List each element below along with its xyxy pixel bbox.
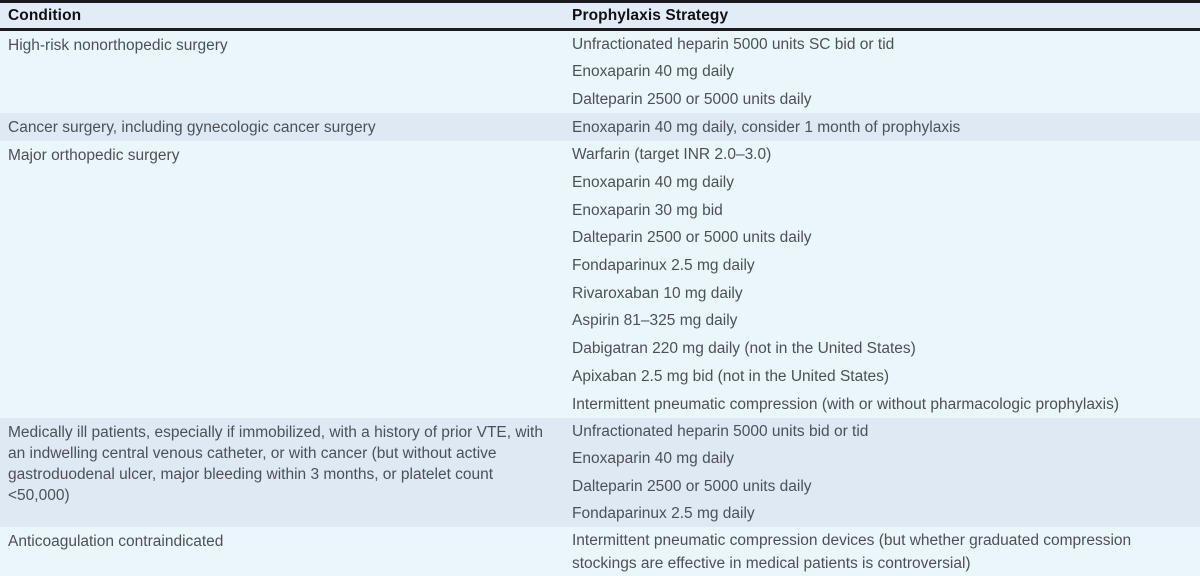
- table-row: Anticoagulation contraindicated Intermit…: [0, 527, 1200, 576]
- condition-cell: Cancer surgery, including gynecologic ca…: [8, 119, 376, 136]
- strategy-item: Dalteparin 2500 or 5000 units daily: [572, 90, 812, 108]
- table-row: Major orthopedic surgery Warfarin (targe…: [0, 141, 1200, 418]
- strategy-item: Rivaroxaban 10 mg daily: [572, 284, 743, 302]
- strategy-cell: Warfarin (target INR 2.0–3.0) Enoxaparin…: [564, 141, 1200, 418]
- condition-cell: High-risk nonorthopedic surgery: [8, 37, 228, 54]
- condition-cell: Major orthopedic surgery: [8, 147, 180, 164]
- strategy-item: Dabigatran 220 mg daily (not in the Unit…: [572, 340, 916, 358]
- strategy-item: Apixaban 2.5 mg bid (not in the United S…: [572, 367, 890, 385]
- strategy-item: Fondaparinux 2.5 mg daily: [572, 504, 755, 522]
- strategy-cell: Unfractionated heparin 5000 units bid or…: [564, 418, 1200, 527]
- strategy-item: Unfractionated heparin 5000 units bid or…: [572, 423, 869, 441]
- strategy-item: Fondaparinux 2.5 mg daily: [572, 257, 755, 275]
- strategy-item: Dalteparin 2500 or 5000 units daily: [572, 229, 812, 247]
- strategy-item: Enoxaparin 30 mg bid: [572, 201, 723, 219]
- strategy-cell: Intermittent pneumatic compression devic…: [564, 527, 1200, 576]
- strategy-cell: Enoxaparin 40 mg daily, consider 1 month…: [564, 113, 1200, 141]
- table-row: Medically ill patients, especially if im…: [0, 418, 1200, 527]
- table-row: Cancer surgery, including gynecologic ca…: [0, 113, 1200, 141]
- strategy-item: Warfarin (target INR 2.0–3.0): [572, 146, 772, 164]
- condition-cell: Medically ill patients, especially if im…: [8, 424, 543, 504]
- table-row: High-risk nonorthopedic surgery Unfracti…: [0, 31, 1200, 113]
- condition-cell: Anticoagulation contraindicated: [8, 533, 224, 550]
- strategy-item: Enoxaparin 40 mg daily: [572, 63, 734, 81]
- strategy-item: Unfractionated heparin 5000 units SC bid…: [572, 36, 895, 54]
- strategy-cell: Unfractionated heparin 5000 units SC bid…: [564, 31, 1200, 113]
- strategy-item: Enoxaparin 40 mg daily, consider 1 month…: [572, 118, 961, 136]
- column-header-strategy: Prophylaxis Strategy: [572, 6, 729, 24]
- strategy-item: Intermittent pneumatic compression devic…: [572, 531, 1132, 572]
- table-header-row: Condition Prophylaxis Strategy: [0, 0, 1200, 31]
- strategy-item: Dalteparin 2500 or 5000 units daily: [572, 477, 812, 495]
- strategy-item: Enoxaparin 40 mg daily: [572, 174, 734, 192]
- strategy-item: Intermittent pneumatic compression (with…: [572, 395, 1120, 413]
- strategy-item: Enoxaparin 40 mg daily: [572, 450, 734, 468]
- strategy-item: Aspirin 81–325 mg daily: [572, 312, 738, 330]
- column-header-condition: Condition: [8, 6, 82, 24]
